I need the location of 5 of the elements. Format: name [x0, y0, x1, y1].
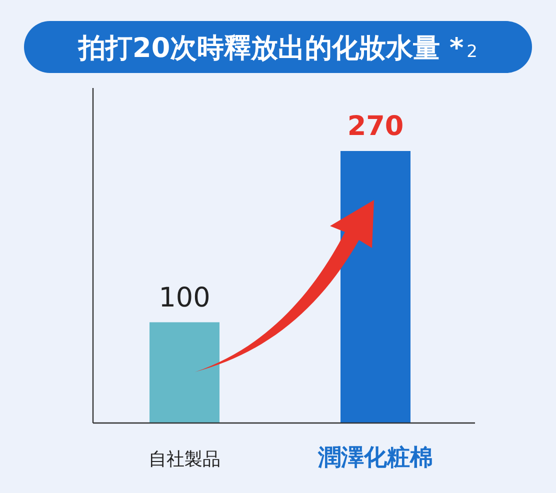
- data-label: 270: [347, 111, 404, 142]
- x-tick-label: 自社製品: [148, 449, 220, 470]
- data-label: 100: [158, 282, 210, 314]
- chart-title: 拍打20次時釋放出的化妝水量 *2: [78, 33, 478, 64]
- x-tick-label: 潤澤化粧棉: [317, 445, 433, 471]
